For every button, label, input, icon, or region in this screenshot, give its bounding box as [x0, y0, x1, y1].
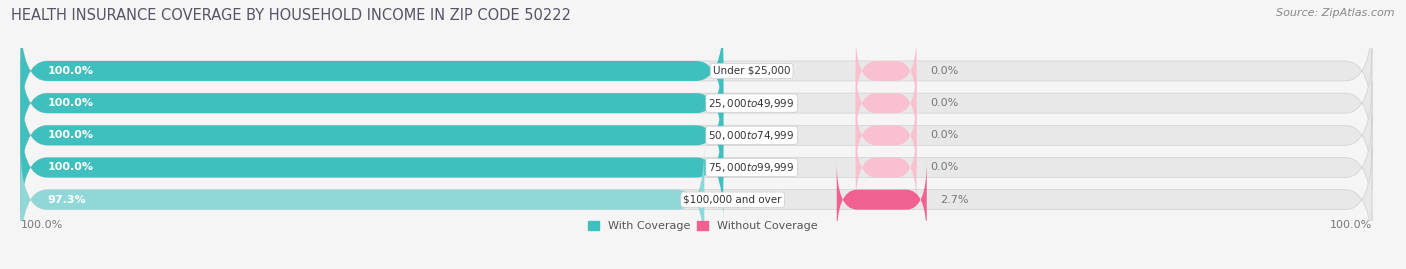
FancyBboxPatch shape: [21, 49, 723, 158]
FancyBboxPatch shape: [21, 145, 1372, 254]
Text: 0.0%: 0.0%: [929, 130, 959, 140]
FancyBboxPatch shape: [21, 81, 723, 190]
FancyBboxPatch shape: [21, 49, 1372, 158]
Text: 100.0%: 100.0%: [48, 98, 94, 108]
Text: $25,000 to $49,999: $25,000 to $49,999: [709, 97, 794, 110]
FancyBboxPatch shape: [856, 65, 917, 141]
Text: 2.7%: 2.7%: [941, 195, 969, 205]
Text: Source: ZipAtlas.com: Source: ZipAtlas.com: [1277, 8, 1395, 18]
FancyBboxPatch shape: [21, 113, 1372, 222]
FancyBboxPatch shape: [21, 17, 723, 125]
Text: $100,000 and over: $100,000 and over: [683, 195, 782, 205]
Text: 100.0%: 100.0%: [48, 130, 94, 140]
FancyBboxPatch shape: [837, 161, 927, 238]
Text: 0.0%: 0.0%: [929, 98, 959, 108]
Text: 0.0%: 0.0%: [929, 66, 959, 76]
FancyBboxPatch shape: [21, 17, 1372, 125]
Text: 100.0%: 100.0%: [48, 66, 94, 76]
Text: 97.3%: 97.3%: [48, 195, 86, 205]
FancyBboxPatch shape: [856, 33, 917, 109]
FancyBboxPatch shape: [21, 145, 704, 254]
FancyBboxPatch shape: [856, 129, 917, 206]
FancyBboxPatch shape: [21, 113, 723, 222]
Text: 100.0%: 100.0%: [1330, 220, 1372, 230]
Text: 100.0%: 100.0%: [21, 220, 63, 230]
FancyBboxPatch shape: [21, 81, 1372, 190]
Text: Under $25,000: Under $25,000: [713, 66, 790, 76]
Text: $50,000 to $74,999: $50,000 to $74,999: [709, 129, 794, 142]
Legend: With Coverage, Without Coverage: With Coverage, Without Coverage: [583, 217, 823, 236]
FancyBboxPatch shape: [856, 97, 917, 174]
Text: 100.0%: 100.0%: [48, 162, 94, 172]
Text: 0.0%: 0.0%: [929, 162, 959, 172]
Text: HEALTH INSURANCE COVERAGE BY HOUSEHOLD INCOME IN ZIP CODE 50222: HEALTH INSURANCE COVERAGE BY HOUSEHOLD I…: [11, 8, 571, 23]
Text: $75,000 to $99,999: $75,000 to $99,999: [709, 161, 794, 174]
